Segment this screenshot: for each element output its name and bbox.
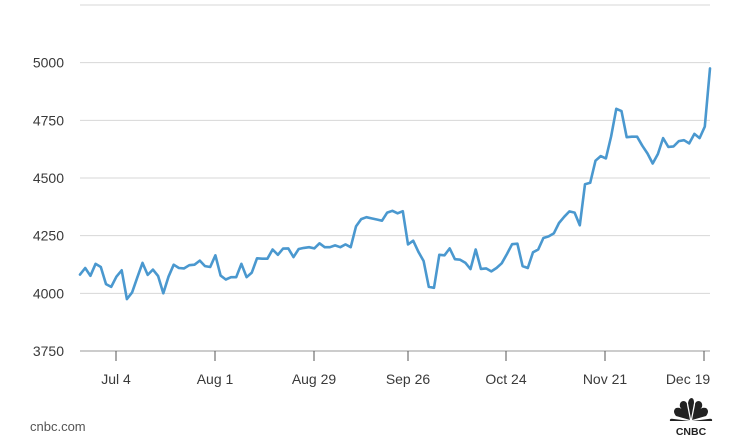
x-tick-label: Sep 26	[386, 371, 431, 387]
y-tick-label: 3750	[33, 343, 64, 359]
gridlines	[80, 4, 710, 352]
x-tick-label: Nov 21	[583, 371, 628, 387]
y-axis: 3750 4000 4250 4500 4750 5000	[33, 55, 64, 359]
y-tick-label: 4750	[33, 112, 64, 128]
y-tick-label: 4250	[33, 228, 64, 244]
y-tick-label: 5000	[33, 55, 64, 71]
x-tick-label: Aug 29	[292, 371, 337, 387]
x-tick-label: Aug 1	[197, 371, 234, 387]
y-tick-label: 4500	[33, 170, 64, 186]
x-tick-label: Jul 4	[101, 371, 131, 387]
series-line	[78, 67, 712, 301]
x-tick-label: Dec 19	[666, 371, 711, 387]
cnbc-logo: CNBC	[669, 398, 713, 438]
source-label: cnbc.com	[30, 419, 86, 434]
x-axis: Jul 4 Aug 1 Aug 29 Sep 26 Oct 24 Nov 21 Dec 19	[80, 350, 711, 387]
y-tick-label: 4000	[33, 285, 64, 301]
logo-text: CNBC	[676, 426, 707, 438]
x-tick-label: Oct 24	[485, 371, 526, 387]
